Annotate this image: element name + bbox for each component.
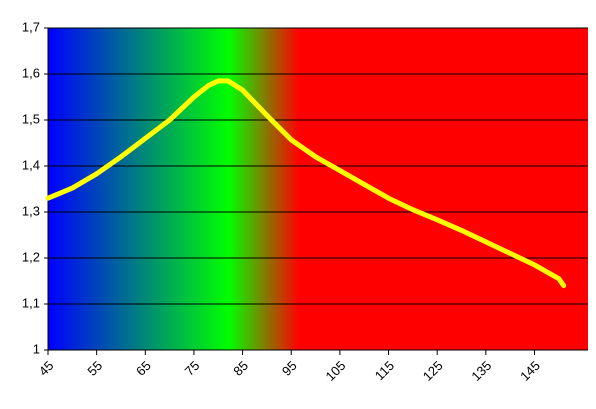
x-tick-label: 125 xyxy=(420,358,446,384)
plot-area xyxy=(48,28,588,350)
x-tick-label: 75 xyxy=(182,358,203,379)
x-tick-label: 65 xyxy=(133,358,154,379)
y-tick-label: 1,3 xyxy=(22,203,40,218)
x-tick-label: 95 xyxy=(279,358,300,379)
line-series xyxy=(45,78,567,289)
y-tick-label: 1,5 xyxy=(22,111,40,126)
y-tick-label: 1 xyxy=(33,341,40,356)
x-tick-label: 85 xyxy=(230,358,251,379)
y-tick-label: 1,4 xyxy=(22,157,40,172)
x-tick-label: 45 xyxy=(36,358,57,379)
x-tick-label: 115 xyxy=(372,358,397,383)
x-tick-label: 105 xyxy=(322,358,348,384)
y-tick-label: 1,7 xyxy=(22,19,40,34)
y-tick-label: 1,1 xyxy=(22,295,40,310)
x-tick-label: 55 xyxy=(84,358,105,379)
x-tick-label: 145 xyxy=(517,358,543,384)
x-tick-label: 135 xyxy=(468,358,494,384)
y-tick-label: 1,6 xyxy=(22,65,40,80)
y-tick-label: 1,2 xyxy=(22,249,40,264)
